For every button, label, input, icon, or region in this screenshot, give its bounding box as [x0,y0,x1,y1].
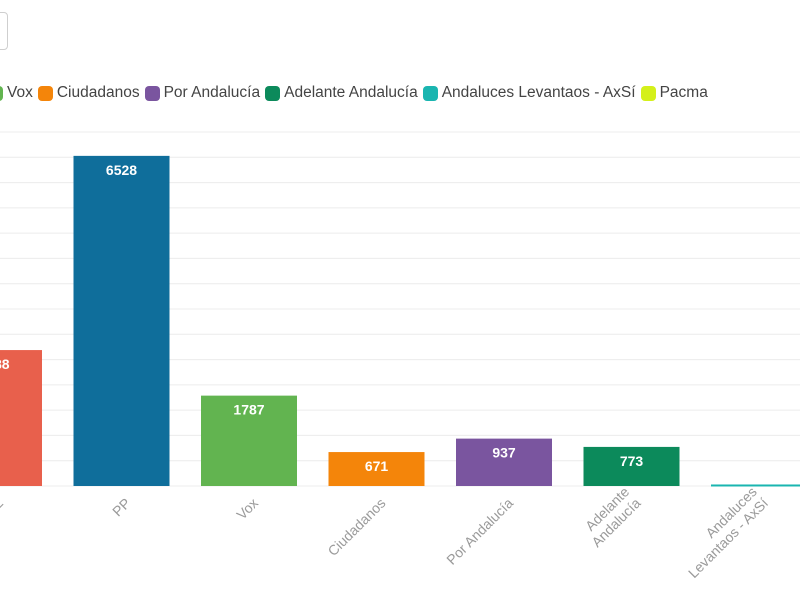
bar-andaluces-levantaos-axsi[interactable] [711,484,800,487]
x-tick-label: Ciudadanos [324,495,388,559]
legend-label: Adelante Andalucía [284,84,418,101]
bar-value-label: 6528 [106,162,137,178]
legend-item-ciudadanos[interactable]: Ciudadanos [37,84,140,102]
bar-value-label: 1787 [233,402,264,418]
legend-swatch [422,85,438,101]
bar-value-label: 773 [620,453,644,469]
legend-label: Por Andalucía [163,84,261,101]
legend-label: Ciudadanos [56,84,140,101]
bar-pp[interactable] [73,155,170,486]
chart-legend: Vox Ciudadanos Por Andalucía Adelante Andal… [0,80,713,106]
bar-psoe[interactable] [0,350,42,486]
legend-swatch [265,85,281,101]
bar-por-andalucia[interactable] [456,438,552,486]
legend-swatch [640,85,656,101]
bar-value-label: 2688 [0,356,10,372]
legend-label: Andaluces Levantaos - AxSí [441,84,636,101]
legend-label: Pacma [659,84,708,101]
legend-swatch [37,85,53,101]
x-tick-label: PSOE [0,495,6,534]
bar-adelante-andalucia[interactable] [583,446,680,486]
legend-item-pacma[interactable]: Pacma [640,84,708,102]
legend-item-por-andalucia[interactable]: Por Andalucía [144,84,261,102]
filter-dropdown[interactable] [0,12,8,50]
legend-swatch [0,85,3,101]
bar-ciudadanos[interactable] [328,452,425,486]
x-tick-label: Vox [233,495,261,523]
legend-item-adelante-andalucia[interactable]: Adelante Andalucía [265,84,418,102]
legend-label: Vox [7,84,33,101]
bar-value-label: 937 [492,445,516,461]
x-tick-label: AdelanteAndalucía [577,483,644,550]
bar-value-label: 671 [365,458,389,474]
legend-item-andaluces-levantaos-axsi[interactable]: Andaluces Levantaos - AxSí [422,84,636,102]
legend-item-vox[interactable]: Vox [0,84,33,102]
legend-swatch [144,85,160,101]
x-tick-label: PP [109,495,134,520]
x-tick-label: AndalucesLevantaos - AxSí [674,483,772,581]
bar-vox[interactable] [201,395,297,486]
x-tick-label: Por Andalucía [443,495,516,568]
